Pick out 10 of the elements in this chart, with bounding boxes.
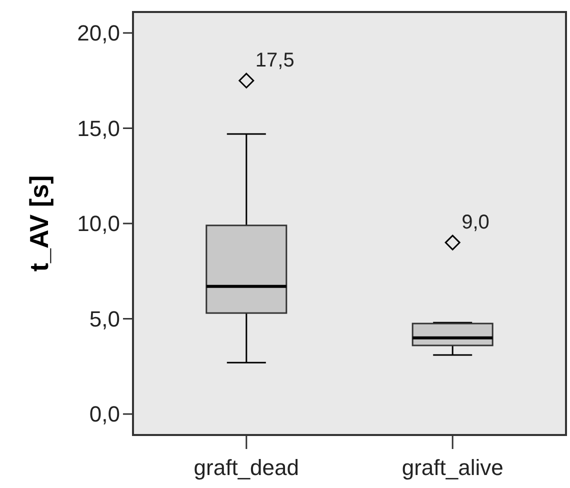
- x-tick-label: graft_dead: [194, 455, 300, 480]
- x-tick-label: graft_alive: [402, 455, 504, 480]
- y-tick-label: 20,0: [77, 20, 120, 46]
- y-tick-label: 10,0: [77, 211, 120, 236]
- y-tick-label: 15,0: [77, 116, 120, 141]
- y-tick-label: 0,0: [89, 402, 120, 427]
- annotation: 9,0: [462, 212, 490, 234]
- y-axis-title: t_AV [s]: [24, 175, 54, 272]
- y-tick-label: 5,0: [89, 306, 120, 332]
- annotation: 17,5: [255, 50, 294, 72]
